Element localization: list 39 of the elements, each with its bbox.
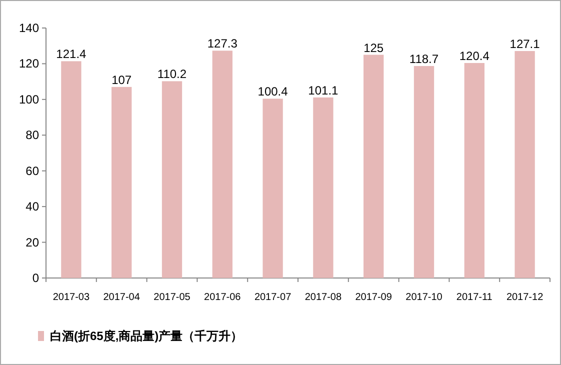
bar xyxy=(364,54,384,278)
y-tick-label: 120 xyxy=(18,56,40,71)
x-tick-label: 2017-06 xyxy=(204,292,242,303)
bar xyxy=(464,63,484,278)
data-label: 127.3 xyxy=(207,36,238,51)
y-tick-label: 40 xyxy=(26,200,40,214)
bar xyxy=(262,98,283,278)
bar xyxy=(61,61,82,278)
x-tick-label: 2017-09 xyxy=(355,292,392,303)
data-label: 120.4 xyxy=(459,49,490,63)
data-label: 101.1 xyxy=(308,83,339,98)
data-label: 107 xyxy=(112,72,132,87)
y-tick-label: 60 xyxy=(26,164,40,178)
bar xyxy=(112,86,132,278)
y-tick-label: 20 xyxy=(26,235,40,250)
bar xyxy=(162,81,182,278)
x-tick-label: 2017-04 xyxy=(103,292,140,303)
x-tick-label: 2017-03 xyxy=(52,292,90,303)
data-label: 118.7 xyxy=(409,52,439,66)
bar xyxy=(514,51,535,278)
y-tick-label: 140 xyxy=(18,21,40,35)
data-label: 110.2 xyxy=(157,67,187,82)
bar xyxy=(212,50,232,278)
data-label: 125 xyxy=(364,40,384,55)
y-tick-label: 0 xyxy=(32,271,40,285)
x-tick-label: 2017-08 xyxy=(304,292,342,303)
data-label: 100.4 xyxy=(258,84,288,99)
x-tick-label: 2017-05 xyxy=(154,292,191,303)
x-tick-label: 2017-11 xyxy=(456,292,493,303)
x-tick-label: 2017-12 xyxy=(506,292,544,303)
data-label: 121.4 xyxy=(56,47,87,62)
x-tick-label: 2017-10 xyxy=(406,292,443,303)
legend-label: 白酒(折65度,商品量)产量（千万升） xyxy=(50,329,243,343)
bar xyxy=(414,66,434,278)
y-tick-label: 100 xyxy=(18,92,40,106)
y-tick-label: 80 xyxy=(26,128,40,142)
data-label: 127.1 xyxy=(510,37,540,52)
bar xyxy=(313,97,334,278)
x-tick-label: 2017-07 xyxy=(254,292,292,303)
